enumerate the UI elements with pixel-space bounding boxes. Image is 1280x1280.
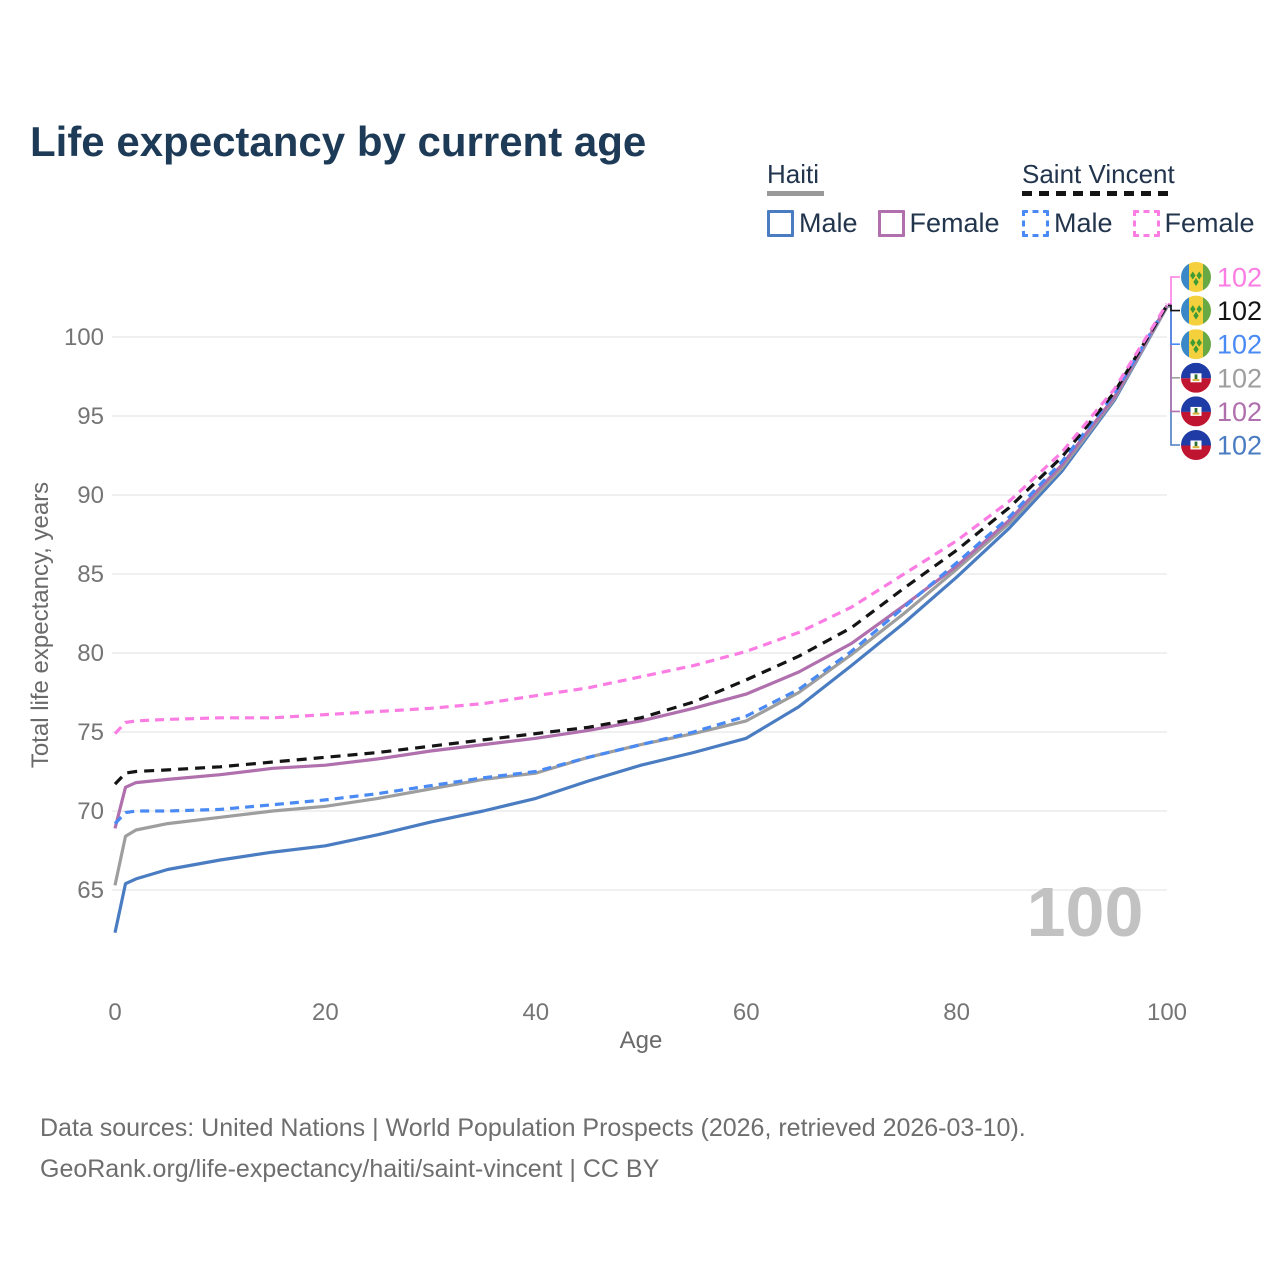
legend-label: Female	[1164, 208, 1255, 239]
saint-vincent-flag-icon	[1181, 262, 1211, 292]
end-value-label-haiti-both-sexes: 102	[1217, 363, 1262, 393]
haiti-flag-icon	[1181, 396, 1211, 426]
legend-label: Male	[799, 208, 858, 239]
y-tick-label-80: 80	[77, 640, 104, 667]
legend-item-saint-vincent-female[interactable]: Female	[1132, 208, 1255, 239]
series-line-haiti-male	[113, 306, 1169, 934]
footer-data-sources: Data sources: United Nations | World Pop…	[40, 1114, 1026, 1142]
saint-vincent-flag-icon	[1181, 296, 1211, 326]
end-label-connector	[1168, 306, 1180, 446]
end-label-connector	[1168, 276, 1180, 305]
x-tick-label-40: 40	[522, 999, 549, 1026]
end-label-connector	[1168, 304, 1180, 312]
legend-haiti-solid-underline	[767, 191, 824, 197]
y-tick-label-65: 65	[77, 877, 104, 904]
series-line-saint-vincent-both-sexes	[113, 304, 1169, 786]
x-tick-label-0: 0	[108, 999, 121, 1026]
series-line-saint-vincent-male	[113, 304, 1169, 825]
legend-swatch-saint-vincent-female	[1132, 210, 1160, 238]
end-value-label-haiti-female: 102	[1217, 397, 1262, 427]
legend-saint-vincent-dashed-underline	[1022, 191, 1174, 197]
y-axis-title: Total life expectancy, years	[27, 482, 54, 768]
end-label-connector	[1168, 306, 1180, 379]
end-label-connector	[1168, 304, 1180, 413]
legend-label: Male	[1054, 208, 1113, 239]
x-tick-label-80: 80	[943, 999, 970, 1026]
series-line-haiti-female	[113, 304, 1169, 829]
y-tick-label-95: 95	[77, 403, 104, 430]
x-tick-label-60: 60	[733, 999, 760, 1026]
x-tick-label-100: 100	[1147, 999, 1187, 1026]
legend-label: Female	[909, 208, 1000, 239]
y-tick-label-90: 90	[77, 482, 104, 509]
x-tick-label-20: 20	[312, 999, 339, 1026]
footer: Data sources: United Nations | World Pop…	[40, 1108, 1026, 1189]
legend-group-title-saint-vincent: Saint Vincent	[1022, 159, 1175, 189]
y-tick-label-70: 70	[77, 798, 104, 825]
legend-swatch-haiti-male	[767, 210, 794, 238]
page-title: Life expectancy by current age	[30, 118, 647, 166]
x-axis-title: Age	[620, 1027, 663, 1054]
series-line-saint-vincent-female	[113, 302, 1169, 735]
end-value-label-saint-vincent-female: 102	[1217, 263, 1262, 293]
legend-swatch-haiti-female	[877, 210, 905, 238]
y-tick-label-100: 100	[64, 324, 104, 351]
series-line-haiti-both-sexes	[113, 306, 1169, 886]
legend-group-saint-vincent: Saint Vincent Male Female	[1022, 159, 1275, 239]
footer-attribution: GeoRank.org/life-expectancy/haiti/saint-…	[40, 1154, 660, 1183]
legend-group-title-haiti: Haiti	[767, 159, 820, 189]
legend-item-haiti-male[interactable]: Male	[767, 208, 858, 239]
end-value-label-saint-vincent-male: 102	[1217, 330, 1262, 360]
saint-vincent-flag-icon	[1181, 329, 1211, 359]
haiti-flag-icon	[1181, 363, 1211, 393]
end-value-label-saint-vincent-both-sexes: 102	[1217, 296, 1262, 326]
legend-item-saint-vincent-male[interactable]: Male	[1022, 208, 1113, 239]
haiti-flag-icon	[1181, 430, 1211, 460]
age-watermark: 100	[1027, 873, 1144, 951]
legend-item-haiti-female[interactable]: Female	[877, 208, 1000, 239]
y-tick-label-85: 85	[77, 561, 104, 588]
end-value-label-haiti-male: 102	[1217, 431, 1262, 461]
y-tick-label-75: 75	[77, 719, 104, 746]
legend-swatch-saint-vincent-male	[1022, 210, 1049, 238]
legend-group-haiti: Haiti Male Female	[767, 159, 1020, 239]
